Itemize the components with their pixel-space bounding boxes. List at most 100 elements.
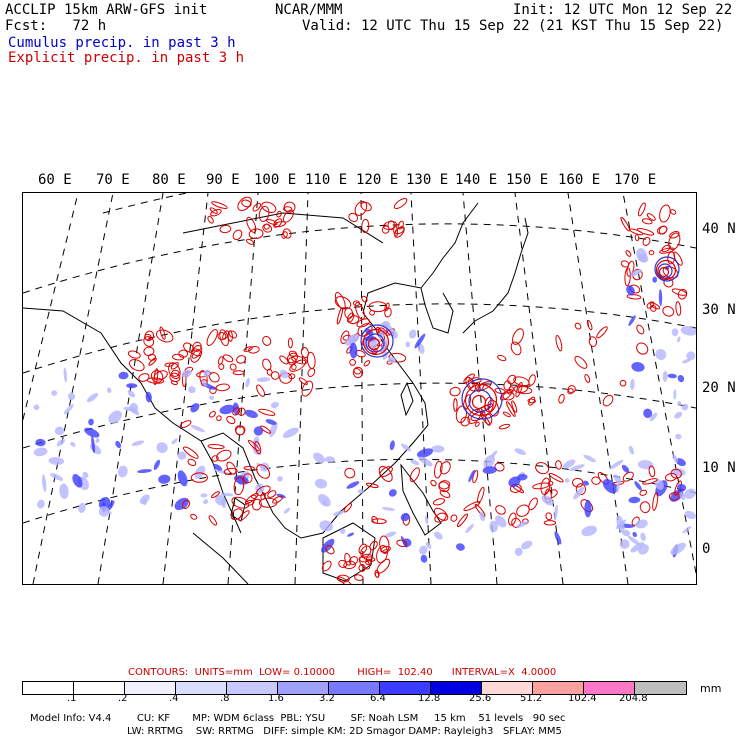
explicit-precip-cell — [306, 351, 316, 369]
color-scale-cell — [227, 682, 278, 694]
explicit-precip-cell — [384, 307, 392, 318]
explicit-precip-cell — [281, 231, 288, 239]
lon-label: 100 E — [254, 172, 297, 188]
cumulus-precip-cell — [419, 545, 428, 555]
color-scale-label: 1.6 — [268, 693, 284, 704]
valid-time: Valid: 12 UTC Thu 15 Sep 22 (21 KST Thu … — [302, 18, 724, 34]
explicit-precip-cell — [648, 465, 656, 478]
cumulus-precip-cell — [424, 515, 429, 525]
explicit-precip-cell — [245, 238, 255, 245]
cumulus-precip-cell — [388, 356, 396, 364]
cumulus-precip-cell — [408, 329, 417, 339]
color-scale-label: .1 — [67, 693, 77, 704]
init-time: Init: 12 UTC Mon 12 Sep 22 — [513, 2, 733, 18]
explicit-precip-cell — [558, 393, 565, 404]
color-scale-cell — [176, 682, 227, 694]
explicit-precip-cell — [211, 455, 219, 462]
explicit-precip-cell — [289, 359, 307, 372]
explicit-precip-cell — [358, 564, 366, 572]
legend-explicit: Explicit precip. in past 3 h — [8, 50, 245, 66]
explicit-precip-cell — [527, 398, 536, 404]
cumulus-precip-cell — [63, 404, 74, 415]
cumulus-precip-cell — [655, 479, 664, 490]
explicit-precip-cell — [368, 301, 388, 313]
explicit-precip-cell — [620, 216, 631, 232]
explicit-precip-cell — [208, 515, 218, 526]
explicit-precip-cell — [238, 510, 250, 522]
explicit-precip-cell — [361, 218, 370, 234]
cumulus-precip-cell — [48, 457, 65, 465]
cumulus-precip-cell — [677, 483, 687, 492]
explicit-precip-cell — [636, 228, 655, 236]
cumulus-precip-cell — [190, 403, 200, 413]
typhoon-precip-ring — [471, 394, 487, 410]
explicit-precip-cell — [211, 491, 220, 499]
explicit-precip-cell — [354, 200, 368, 216]
explicit-precip-cell — [272, 495, 284, 504]
lat-label: 0 — [702, 541, 711, 557]
model-info-line2: LW: RRTMG SW: RRTMG DIFF: simple KM: 2D … — [127, 726, 562, 737]
cumulus-precip-cell — [145, 391, 152, 403]
cumulus-precip-cell — [86, 393, 99, 403]
explicit-precip-cell — [307, 368, 316, 377]
explicit-precip-cell — [252, 202, 262, 212]
explicit-precip-cell — [216, 449, 232, 462]
explicit-precip-cell — [622, 471, 634, 482]
cumulus-precip-cell — [63, 367, 68, 383]
cumulus-precip-cell — [333, 510, 344, 516]
cumulus-precip-cell — [616, 482, 620, 493]
explicit-precip-cell — [231, 496, 250, 509]
cumulus-precip-cell — [346, 481, 360, 489]
explicit-precip-cell — [430, 479, 437, 487]
explicit-precip-cell — [498, 423, 511, 430]
cumulus-precip-cell — [51, 390, 58, 396]
color-scale-cell — [431, 682, 482, 694]
explicit-precip-cell — [226, 461, 237, 475]
explicit-precip-cell — [209, 207, 218, 214]
explicit-precip-cell — [363, 360, 371, 367]
cumulus-precip-cell — [357, 489, 365, 494]
explicit-precip-cell — [646, 301, 655, 309]
explicit-precip-cell — [192, 341, 202, 352]
explicit-precip-cell — [506, 388, 514, 395]
explicit-precip-cell — [336, 307, 344, 325]
cumulus-precip-cell — [431, 445, 445, 453]
graticule-line — [23, 223, 696, 294]
explicit-precip-cell — [502, 411, 511, 418]
lon-label: 110 E — [305, 172, 348, 188]
explicit-precip-cell — [507, 374, 517, 385]
graticule-line — [294, 193, 309, 584]
cumulus-precip-cell — [322, 500, 327, 506]
explicit-precip-cell — [588, 336, 598, 347]
cumulus-precip-cell — [628, 315, 636, 326]
explicit-precip-cell — [545, 512, 553, 521]
explicit-precip-cell — [190, 513, 198, 520]
typhoon-precip-ring — [654, 256, 680, 282]
explicit-precip-cell — [138, 373, 150, 382]
cumulus-precip-cell — [652, 276, 658, 283]
explicit-precip-cell — [636, 324, 645, 335]
explicit-precip-cell — [216, 415, 222, 422]
graticule-line — [23, 193, 79, 422]
cumulus-precip-cell — [638, 544, 649, 555]
cumulus-precip-cell — [59, 483, 69, 499]
cumulus-precip-cell — [72, 474, 83, 488]
explicit-precip-cell — [439, 461, 451, 475]
explicit-precip-cell — [169, 372, 181, 383]
cumulus-precip-cell — [215, 494, 226, 506]
explicit-precip-cell — [379, 466, 393, 478]
color-scale-unit: mm — [700, 682, 722, 695]
cumulus-precip-cell — [679, 491, 686, 501]
explicit-precip-cell — [266, 218, 278, 226]
color-scale-label: 3.2 — [319, 693, 335, 704]
cumulus-precip-cell — [630, 269, 643, 277]
color-scale-label: 25.6 — [469, 693, 492, 704]
explicit-precip-cell — [260, 425, 272, 434]
explicit-precip-cell — [276, 210, 282, 218]
cumulus-precip-cell — [479, 511, 485, 522]
typhoon-precip-ring — [657, 263, 673, 279]
cumulus-precip-cell — [637, 460, 654, 470]
graticule-line — [410, 193, 432, 584]
cumulus-precip-cell — [177, 451, 187, 460]
explicit-precip-cell — [662, 306, 675, 317]
